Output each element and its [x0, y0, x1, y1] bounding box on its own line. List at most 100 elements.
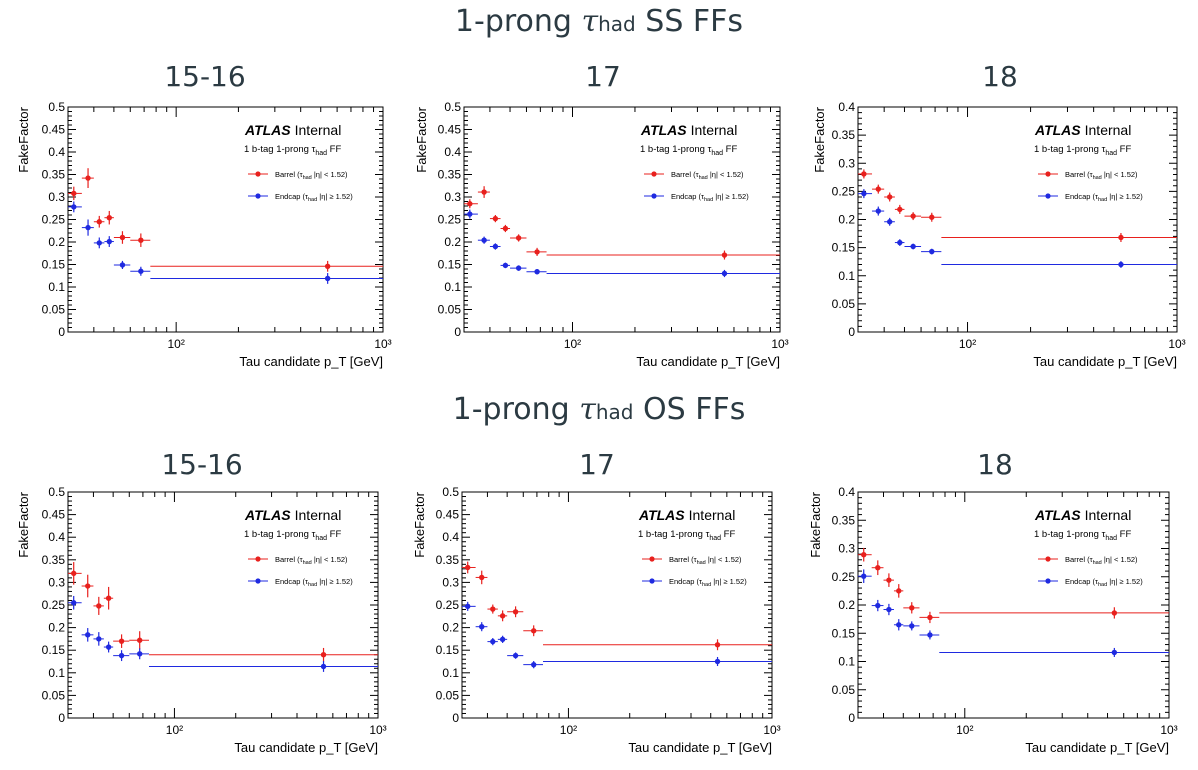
- data-point: [886, 606, 892, 613]
- data-point: [897, 206, 903, 213]
- y-tick-label: 0.35: [42, 553, 66, 567]
- data-point: [861, 552, 867, 558]
- y-tick-label: 0: [58, 325, 65, 339]
- selection-suffix: FF: [327, 144, 341, 155]
- legend-endcap-text: Endcap (τhad |η| ≥ 1.52): [1065, 192, 1143, 203]
- data-point: [324, 263, 331, 269]
- y-tick-label: 0.5: [444, 100, 461, 114]
- selection-text: 1 b-tag 1-prong τ: [640, 144, 712, 155]
- y-tick-label: 0.45: [42, 508, 66, 522]
- panel-title: 15-16: [161, 448, 243, 481]
- data-point: [136, 637, 143, 643]
- selection-text: 1 b-tag 1-prong τ: [1034, 144, 1106, 155]
- y-tick-label: 0.3: [838, 156, 855, 170]
- legend-barrel-main: Barrel (τ: [275, 170, 303, 179]
- data-point: [320, 663, 327, 670]
- data-point: [85, 224, 91, 231]
- legend-endcap-main: Endcap (τ: [275, 577, 308, 586]
- legend-barrel-text: Barrel (τhad |η| < 1.52): [671, 170, 744, 181]
- data-point: [71, 204, 77, 210]
- y-tick-label: 0: [452, 711, 459, 725]
- data-point: [499, 613, 506, 619]
- y-tick-label: 0: [848, 711, 855, 725]
- atlas-label-bold: ATLAS: [638, 507, 685, 523]
- legend-barrel-text: Barrel (τhad |η| < 1.52): [1065, 170, 1138, 181]
- selection-text: 1 b-tag 1-prong τ: [638, 529, 710, 540]
- row-title-suffix: SS FFs: [635, 4, 744, 39]
- y-tick-label: 0.3: [48, 190, 65, 204]
- data-point: [530, 628, 537, 634]
- y-tick-label: 0.1: [838, 655, 855, 669]
- plot-frame: [67, 106, 384, 333]
- data-point: [714, 658, 721, 665]
- legend-barrel-text: Barrel (τhad |η| < 1.52): [1065, 555, 1138, 566]
- y-tick-label: 0.1: [838, 269, 855, 283]
- data-point: [490, 638, 496, 645]
- fake-factor-chart: 0 0.05 0.1 0.15 0.2 0.25 0.3 0.35 0.4 0.45 0.5 10² 1…: [414, 100, 789, 369]
- legend-endcap-sub: had: [1098, 197, 1107, 203]
- data-point: [118, 652, 125, 659]
- legend-endcap-text: Endcap (τhad |η| ≥ 1.52): [275, 192, 353, 203]
- data-point: [534, 269, 540, 275]
- x-tick-label: 10²: [166, 723, 183, 737]
- selection-suffix: FF: [1117, 144, 1131, 155]
- legend-barrel-marker: [255, 556, 261, 562]
- legend-barrel-main: Barrel (τ: [275, 555, 303, 564]
- data-point: [479, 574, 485, 581]
- y-axis-label: FakeFactor: [16, 106, 31, 172]
- data-point: [119, 234, 126, 241]
- legend-endcap-suffix: |η| ≥ 1.52): [711, 577, 747, 586]
- legend-endcap-suffix: |η| ≥ 1.52): [1107, 577, 1143, 586]
- y-tick-label: 0.1: [444, 280, 461, 294]
- legend-barrel-sub: had: [697, 560, 706, 566]
- y-tick-label: 0.35: [832, 513, 856, 527]
- atlas-label-internal: Internal: [295, 507, 342, 523]
- x-tick-label: 10²: [959, 337, 976, 351]
- y-tick-label: 0.25: [42, 598, 66, 612]
- selection-text: 1 b-tag 1-prong τ: [244, 529, 316, 540]
- legend-endcap-text: Endcap (τhad |η| ≥ 1.52): [669, 577, 747, 588]
- y-tick-label: 0.2: [48, 235, 65, 249]
- y-tick-label: 0.45: [438, 123, 462, 137]
- x-axis-label: Tau candidate p_T [GeV]: [636, 354, 780, 369]
- x-tick-label: 10³: [374, 337, 391, 351]
- legend-endcap-sub: had: [1098, 582, 1107, 588]
- selection-label: 1 b-tag 1-prong τhad FF: [638, 529, 735, 542]
- legend-endcap-marker: [651, 193, 657, 199]
- data-point: [909, 623, 915, 629]
- selection-label: 1 b-tag 1-prong τhad FF: [640, 144, 737, 157]
- data-point: [927, 614, 933, 621]
- y-tick-label: 0.25: [832, 184, 856, 198]
- data-point: [1111, 610, 1118, 616]
- data-point: [515, 235, 522, 241]
- x-axis-label: Tau candidate p_T [GeV]: [239, 354, 383, 369]
- legend-barrel-suffix: |η| < 1.52): [312, 170, 348, 179]
- y-tick-label: 0.3: [442, 575, 459, 589]
- data-point: [138, 268, 144, 274]
- data-point: [71, 600, 77, 606]
- data-point: [85, 583, 91, 589]
- y-tick-label: 0.3: [838, 542, 855, 556]
- selection-subscript: had: [1105, 150, 1117, 157]
- data-point: [481, 237, 487, 243]
- y-tick-label: 0.05: [436, 688, 460, 702]
- data-point: [875, 602, 881, 609]
- selection-subscript: had: [1105, 535, 1117, 542]
- y-tick-label: 0: [58, 711, 65, 725]
- legend-endcap-sub: had: [308, 582, 317, 588]
- legend-barrel-main: Barrel (τ: [1065, 170, 1093, 179]
- legend-endcap-main: Endcap (τ: [669, 577, 702, 586]
- y-tick-label: 0.2: [838, 598, 855, 612]
- legend-endcap-sub: had: [702, 582, 711, 588]
- data-point: [896, 588, 902, 594]
- row-title-prefix: 1-prong: [454, 4, 582, 39]
- y-tick-label: 0.05: [42, 688, 66, 702]
- data-point: [929, 214, 935, 220]
- y-tick-label: 0.15: [42, 643, 66, 657]
- x-tick-label: 10²: [167, 337, 184, 351]
- selection-label: 1 b-tag 1-prong τhad FF: [244, 144, 341, 157]
- data-point: [861, 171, 867, 177]
- panel-title: 15-16: [164, 60, 246, 93]
- legend-endcap-suffix: |η| ≥ 1.52): [713, 192, 749, 201]
- atlas-label-internal: Internal: [689, 507, 736, 523]
